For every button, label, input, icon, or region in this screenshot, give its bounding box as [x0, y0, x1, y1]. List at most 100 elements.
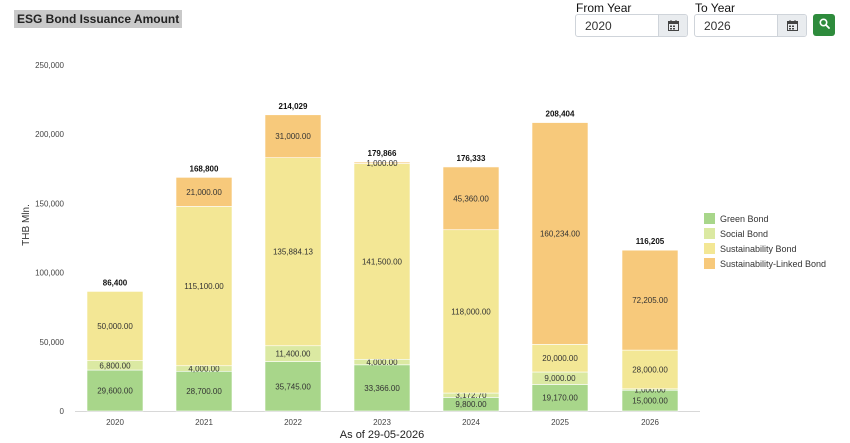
x-axis-title: As of 29-05-2026: [340, 429, 424, 441]
legend-item[interactable]: Sustainability-Linked Bond: [704, 256, 826, 271]
segment-label: 135,884.13: [273, 248, 314, 257]
calendar-icon[interactable]: [658, 15, 687, 36]
bar-stack: 28,700.00 4,000.00 115,100.00 21,000.00 168,…: [175, 164, 233, 412]
segment-label: 11,400.00: [276, 350, 312, 359]
x-tick-label: 2022: [284, 418, 302, 427]
segment-label: 4,000.00: [188, 365, 220, 374]
segment-label: 160,234.00: [540, 229, 581, 238]
segment-label: 19,170.00: [542, 394, 578, 403]
page-title: ESG Bond Issuance Amount: [14, 10, 183, 28]
segment-label: 33,366.00: [364, 384, 400, 393]
segment-label: 29,600.00: [97, 387, 133, 396]
bar-segment: [353, 364, 411, 412]
bar-segment: [353, 161, 411, 164]
y-tick-label: 100,000: [35, 269, 64, 278]
segment-label: 3,172.70: [455, 391, 487, 400]
from-year-label: From Year: [576, 1, 632, 15]
bar-segment: [531, 122, 589, 345]
segment-label: 141,500.00: [362, 257, 403, 266]
total-label: 116,205: [636, 237, 665, 246]
bar-segment: [621, 249, 679, 351]
y-tick-label: 250,000: [35, 61, 64, 70]
bar-segment: [86, 369, 144, 412]
segment-label: 1,000.00: [366, 159, 398, 168]
segment-label: 115,100.00: [184, 282, 224, 291]
to-year-value[interactable]: 2026: [704, 19, 731, 33]
bar-stack: 19,170.00 9,000.00 20,000.00 160,234.00 208,…: [531, 110, 589, 412]
total-label: 208,404: [546, 110, 575, 119]
bar-segment: [442, 166, 500, 231]
x-tick-label: 2021: [195, 418, 213, 427]
segment-label: 45,360.00: [453, 194, 489, 203]
legend-label: Green Bond: [720, 213, 769, 224]
bar-stack: 15,000.00 1,000.00 28,000.00 72,205.00 116,2…: [621, 237, 679, 412]
y-tick-label: 0: [60, 407, 65, 416]
bar-segment: [442, 229, 500, 394]
bar-stack: 33,366.00 4,000.00 141,500.00 1,000.00179,8…: [353, 149, 411, 412]
legend-item[interactable]: Green Bond: [704, 211, 826, 226]
segment-label: 21,000.00: [186, 188, 222, 197]
y-tick-label: 50,000: [40, 338, 65, 347]
segment-label: 35,745.00: [275, 382, 311, 391]
y-axis-title: THB Mln.: [21, 204, 32, 246]
legend-swatch: [704, 213, 715, 224]
bar-stack: 9,800.003,172.70 118,000.00 45,360.00 176,3…: [442, 154, 500, 412]
legend-swatch: [704, 258, 715, 269]
x-tick-label: 2026: [641, 418, 659, 427]
bar-segment: [264, 157, 322, 347]
bar-segment: [531, 384, 589, 412]
segment-label: 6,800.00: [99, 361, 131, 370]
bar-stack: 29,600.00 6,800.00 50,000.00 86,400: [86, 278, 144, 412]
to-year-label: To Year: [695, 1, 736, 15]
segment-label: 50,000.00: [97, 322, 133, 331]
legend-swatch: [704, 228, 715, 239]
from-year-value[interactable]: 2020: [585, 19, 612, 33]
y-tick-label: 200,000: [35, 130, 64, 139]
y-tick-label: 150,000: [35, 199, 64, 208]
bar-stack: 35,745.00 11,400.00 135,884.13 31,000.00 214…: [264, 102, 322, 412]
x-tick-label: 2023: [373, 418, 391, 427]
to-year-field[interactable]: 2026: [694, 14, 807, 37]
legend-swatch: [704, 243, 715, 254]
bar-segment: [621, 349, 679, 390]
search-button[interactable]: [813, 14, 835, 36]
segment-label: 9,800.00: [455, 400, 487, 409]
y-axis: 0 50,000 100,000 150,000 200,000 250,000: [35, 61, 700, 416]
calendar-icon[interactable]: [777, 15, 806, 36]
total-label: 86,400: [103, 278, 128, 287]
legend-label: Sustainability Bond: [720, 243, 797, 254]
segment-label: 72,205.00: [632, 296, 668, 305]
total-label: 176,333: [457, 154, 486, 163]
legend-label: Social Bond: [720, 228, 769, 239]
segment-label: 20,000.00: [542, 354, 578, 363]
segment-label: 31,000.00: [275, 132, 311, 141]
segment-label: 28,700.00: [186, 387, 222, 396]
segment-label: 15,000.00: [632, 397, 668, 406]
segment-label: 4,000.00: [366, 358, 398, 367]
bar-segment: [175, 177, 233, 207]
legend-item[interactable]: Social Bond: [704, 226, 826, 241]
segment-label: 28,000.00: [632, 365, 668, 374]
segment-label: 9,000.00: [544, 374, 576, 383]
bar-segment: [353, 163, 411, 360]
bar-segment: [86, 291, 144, 361]
search-icon[interactable]: [818, 16, 830, 34]
total-label: 168,800: [190, 164, 219, 173]
segment-label: 1,000.00: [634, 386, 666, 395]
bar-segment: [175, 206, 233, 367]
bar-stacks: 29,600.00 6,800.00 50,000.00 86,400 28,700.0…: [86, 102, 679, 412]
x-axis: 2020 2021 2022 2023 2024 2025 2026: [106, 418, 659, 427]
total-label: 214,029: [279, 102, 308, 111]
legend-item[interactable]: Sustainability Bond: [704, 241, 826, 256]
from-year-field[interactable]: 2020: [575, 14, 688, 37]
x-tick-label: 2025: [551, 418, 569, 427]
bar-segment: [264, 114, 322, 158]
x-tick-label: 2020: [106, 418, 124, 427]
segment-label: 118,000.00: [451, 307, 491, 316]
x-tick-label: 2024: [462, 418, 480, 427]
bar-segment: [531, 344, 589, 373]
chart-legend: Green Bond Social Bond Sustainability Bond…: [704, 211, 826, 271]
bar-segment: [175, 370, 233, 412]
total-label: 179,866: [368, 149, 397, 158]
